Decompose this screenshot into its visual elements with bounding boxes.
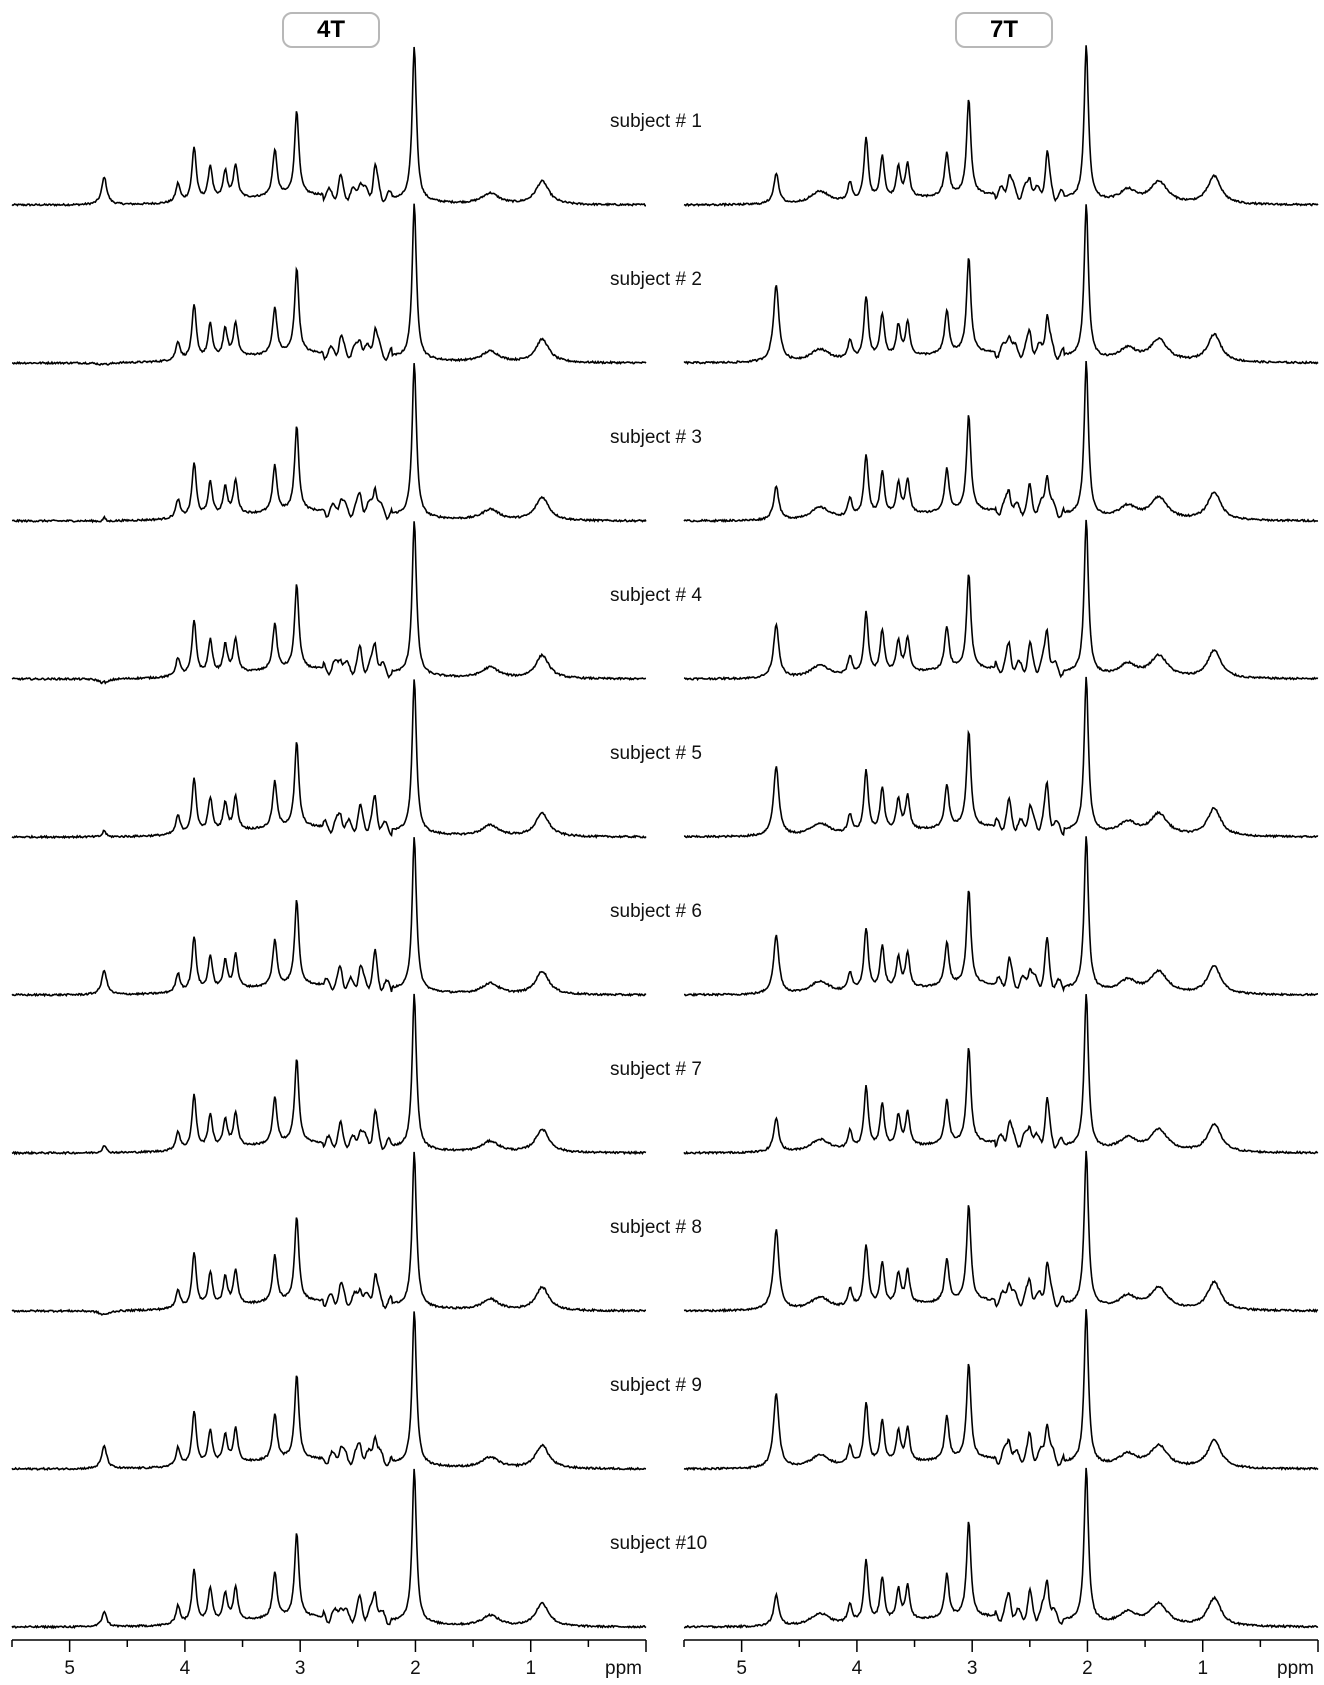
spectrum-7t-subject-10: [684, 1468, 1318, 1628]
tick-label: 5: [64, 1658, 75, 1679]
axis-unit-label: ppm: [605, 1658, 642, 1679]
spectrum-7t-subject-3: [684, 361, 1318, 522]
spectrum-7t-subject-9: [684, 1309, 1318, 1469]
spectrum-4t-subject-7: [12, 994, 646, 1154]
spectrum-7t-subject-4: [684, 520, 1318, 680]
spectrum-7t-subject-6: [684, 836, 1318, 995]
spectrum-4t-subject-1: [12, 47, 646, 206]
tick-label: 3: [967, 1658, 978, 1679]
spectrum-4t-subject-5: [12, 679, 646, 837]
tick-label: 4: [180, 1658, 191, 1679]
tick-label: 1: [525, 1658, 536, 1679]
tick-label: 3: [295, 1658, 306, 1679]
tick-label: 2: [1082, 1658, 1093, 1679]
spectrum-4t-subject-3: [12, 363, 646, 522]
spectrum-4t-subject-4: [12, 521, 646, 683]
tick-label: 1: [1197, 1658, 1208, 1679]
spectrum-4t-subject-2: [12, 204, 646, 365]
spectrum-7t-subject-2: [684, 204, 1318, 363]
spectrum-4t-subject-6: [12, 837, 646, 996]
tick-label: 4: [852, 1658, 863, 1679]
spectrum-4t-subject-8: [12, 1152, 646, 1315]
axis-unit-label: ppm: [1277, 1658, 1314, 1679]
spectrum-4t-subject-9: [12, 1311, 646, 1469]
spectrum-4t-subject-10: [12, 1469, 646, 1628]
spectrum-7t-subject-5: [684, 677, 1318, 838]
spectrum-7t-subject-7: [684, 994, 1318, 1154]
spectrum-7t-subject-8: [684, 1151, 1318, 1312]
tick-label: 5: [736, 1658, 747, 1679]
tick-label: 2: [410, 1658, 421, 1679]
spectrum-7t-subject-1: [684, 45, 1318, 205]
